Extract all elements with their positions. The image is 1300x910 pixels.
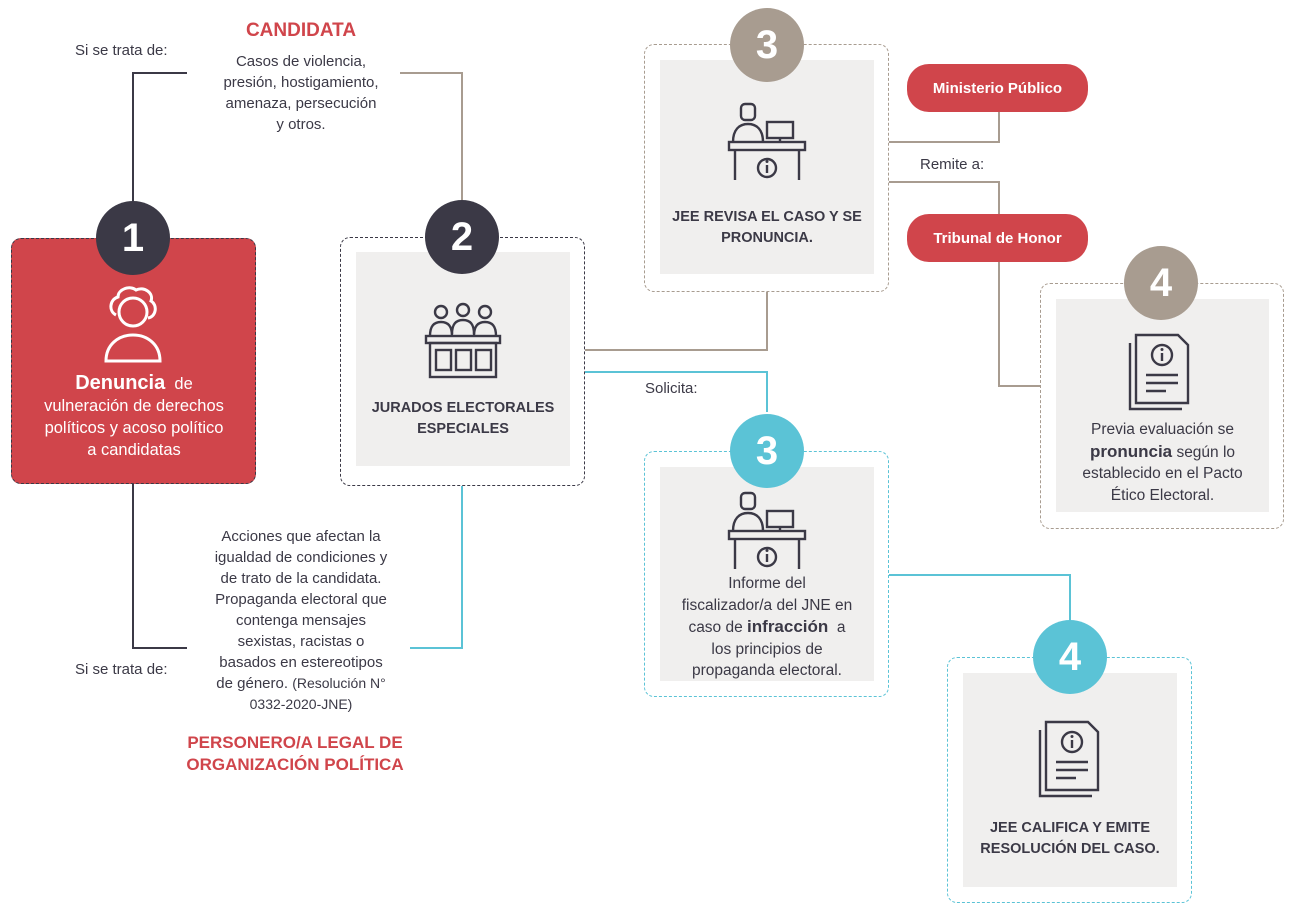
personero-line: contenga mensajes [235, 612, 367, 629]
connector-personero-to-step2 [410, 486, 463, 649]
step3-top-line: JEE REVISA EL CASO Y SE [672, 209, 862, 225]
step2-badge: 2 [425, 200, 499, 274]
step1-badge: 1 [96, 201, 170, 275]
step2-panel [356, 252, 570, 466]
step2-line: ESPECIALES [417, 421, 509, 437]
step4-top-line: pronuncia según lo [1056, 441, 1269, 464]
connector-step2-to-step3-bottom [584, 371, 768, 412]
step2-line: JURADOS ELECTORALES [371, 400, 555, 416]
connector-step3-to-tribunal [889, 181, 1000, 214]
step4-top-line: Previa evaluación se [1090, 421, 1235, 438]
step3-bottom-badge: 3 [730, 414, 804, 488]
step4-bottom-badge: 4 [1033, 620, 1107, 694]
personero-line: 0332-2020-JNE) [249, 696, 353, 712]
personero-line: Propaganda electoral que [215, 591, 387, 608]
document-icon [1128, 333, 1190, 411]
step4-top-line: Ético Electoral. [1110, 486, 1215, 504]
step3-bottom-line: fiscalizador/a del JNE en [681, 596, 853, 614]
step3-bottom-prefix: caso de [688, 619, 743, 636]
step1-line: políticos y acoso político [44, 419, 224, 437]
personero-prefix: de género. [216, 675, 289, 692]
candidata-line: amenaza, persecución [225, 95, 377, 112]
tribunal-icon [424, 302, 502, 379]
step3-bottom-line: caso de infracción a [660, 616, 874, 639]
personero-title: PERSONERO/A LEGAL DE ORGANIZACIÓN POLÍTI… [165, 732, 425, 776]
document-icon [1038, 720, 1100, 798]
personero-line: de trato de la candidata. [220, 570, 382, 587]
personero-description: Acciones que afectan la igualdad de cond… [190, 526, 412, 715]
step4-top-text: Previa evaluación se pronuncia según lo … [1056, 419, 1269, 506]
connector-tribunal-to-step4 [998, 262, 1040, 387]
step3-bottom-line: propaganda electoral. [692, 662, 842, 679]
ministerio-publico-pill: Ministerio Público [907, 64, 1088, 112]
remite-label: Remite a: [920, 156, 985, 173]
step3-top-line: PRONUNCIA. [721, 230, 813, 246]
step3-bottom-suffix: a [836, 619, 846, 636]
bottom-condition-label: Si se trata de: [75, 661, 168, 678]
step3-bottom-bold: infracción [747, 617, 829, 636]
personero-line: sexistas, racistas o [237, 633, 365, 650]
connector-step2-to-step3-top [584, 292, 768, 351]
step1-line: vulneración de derechos [44, 397, 224, 415]
connector-candidata-to-step2 [400, 72, 463, 200]
personero-line: basados en estereotipos [219, 654, 383, 671]
step4-bottom-panel [963, 673, 1177, 887]
step4-top-badge: 4 [1124, 246, 1198, 320]
candidata-title: CANDIDATA [245, 20, 357, 41]
connector-step1-bottom [132, 483, 187, 649]
desk-clerk-icon [727, 491, 807, 569]
step3-top-caption: JEE REVISA EL CASO Y SE PRONUNCIA. [660, 207, 874, 249]
personero-line: Acciones que afectan la [221, 528, 381, 545]
step4-top-bold: pronuncia [1089, 441, 1173, 461]
step1-line: a candidatas [87, 441, 181, 459]
connector-step1-top [132, 72, 187, 202]
desk-clerk-icon [727, 102, 807, 180]
candidata-line: presión, hostigamiento, [223, 74, 379, 91]
person-icon [104, 286, 162, 363]
solicita-label: Solicita: [645, 380, 698, 397]
step3-bottom-line: los principios de [711, 640, 823, 658]
connector-step3-to-ministerio [889, 112, 1000, 143]
step1-rest: de [174, 375, 193, 393]
top-condition-label: Si se trata de: [75, 42, 168, 59]
step3-bottom-panel [660, 467, 874, 681]
step4-bottom-caption: JEE CALIFICA Y EMITE RESOLUCIÓN DEL CASO… [963, 818, 1177, 860]
step1-bold: Denuncia [75, 372, 166, 394]
personero-title-line: ORGANIZACIÓN POLÍTICA [186, 755, 404, 774]
step2-caption: JURADOS ELECTORALES ESPECIALES [356, 398, 570, 440]
candidata-line: y otros. [276, 116, 326, 133]
step1-first-line: Denuncia de [18, 372, 250, 395]
candidata-description: Casos de violencia, presión, hostigamien… [200, 51, 402, 135]
step4-bottom-line: RESOLUCIÓN DEL CASO. [980, 841, 1160, 857]
step3-bottom-line: Informe del [728, 575, 806, 592]
connector-step3-to-step4-bottom [889, 574, 1071, 622]
step4-bottom-line: JEE CALIFICA Y EMITE [989, 820, 1151, 836]
step4-top-line: establecido en el Pacto [1082, 465, 1243, 482]
step3-bottom-text: Informe del fiscalizador/a del JNE en ca… [660, 573, 874, 682]
personero-title-line: PERSONERO/A LEGAL DE [187, 733, 403, 752]
step1-text: Denuncia de vulneración de derechos polí… [18, 372, 250, 461]
personero-line: de género. (Resolución N° [190, 673, 412, 694]
personero-suffix: (Resolución N° [292, 675, 386, 691]
step3-top-badge: 3 [730, 8, 804, 82]
tribunal-honor-pill: Tribunal de Honor [907, 214, 1088, 262]
step4-top-rest: según lo [1176, 443, 1236, 461]
personero-line: igualdad de condiciones y [214, 549, 388, 566]
candidata-line: Casos de violencia, [235, 53, 367, 70]
